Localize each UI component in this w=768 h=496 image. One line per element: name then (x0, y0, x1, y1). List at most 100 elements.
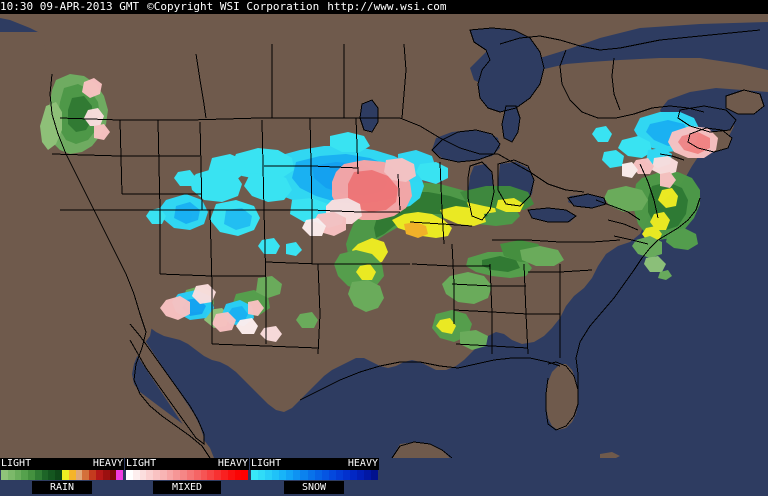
central-mixed-north-lobe (384, 158, 416, 182)
legend-head-rain: LIGHT HEAVY (0, 458, 124, 470)
southwest-mixed-5 (248, 300, 264, 316)
header-spacer-1 (139, 0, 147, 14)
legend-gradient-snow (251, 470, 379, 480)
outline-lake-michigan (467, 161, 495, 221)
legend-snow-heavy-label: HEAVY (347, 458, 378, 469)
border-northeast-1 (595, 199, 641, 221)
border-horizontal-11 (451, 283, 526, 287)
legend-gradient-rain-step-6 (41, 470, 49, 480)
legend-gradient-mixed-step-10 (193, 470, 201, 480)
header-bar: 10:30 09-APR-2013 GMT ©Copyright WSI Cor… (0, 0, 768, 14)
legend-gradient-mixed-step-2 (139, 470, 147, 480)
legend-panel-mixed: LIGHT HEAVY MIXED (125, 458, 249, 496)
legend-head-snow: LIGHT HEAVY (250, 458, 379, 470)
adirondack-snow (618, 136, 652, 158)
outline-baja (129, 323, 205, 445)
legend-rain-light-label: LIGHT (1, 458, 32, 469)
legend-gradient-snow-step-16 (364, 470, 372, 480)
border-vertical-1 (119, 119, 123, 195)
legend-gradient-snow-step-9 (314, 470, 322, 480)
ny-snow-edge (602, 150, 624, 168)
legend-gradient-snow-step-15 (356, 470, 364, 480)
legend-gradient-snow-step-7 (300, 470, 308, 480)
header-copyright: ©Copyright WSI Corporation (147, 0, 320, 13)
newfoundland (726, 90, 764, 114)
border-northeast-3 (613, 235, 649, 245)
wyoming-snow (190, 168, 242, 202)
legend-gradient-mixed-step-3 (146, 470, 154, 480)
header-timestamp: 10:30 09-APR-2013 GMT (0, 0, 140, 13)
legend-gradient-snow-step-4 (279, 470, 287, 480)
central-mixed-white-edge (302, 218, 326, 236)
ny-penn-rain (604, 186, 648, 212)
plains-snow-sw-arm (244, 172, 292, 202)
southwest-mixed-2 (192, 284, 216, 304)
legend-gradient-mixed-step-12 (207, 470, 215, 480)
outline-yucatan (391, 441, 453, 458)
legend-gradient-mixed (126, 470, 249, 480)
legend-gradient-rain-step-12 (82, 470, 90, 480)
delmarva-rain (644, 256, 666, 272)
radar-map[interactable] (0, 14, 768, 458)
lake-winnipeg (360, 100, 378, 132)
political-borders-layer (49, 27, 765, 458)
outline-james-bay (501, 105, 521, 143)
border-horizontal-10 (411, 263, 490, 267)
northeast-mixed-2 (652, 156, 678, 176)
legend-gradient-snow-step-13 (342, 470, 350, 480)
lake-ontario (568, 194, 606, 208)
hudson-bay (470, 28, 544, 112)
legend-gradient-rain-step-10 (68, 470, 76, 480)
map-canvas (0, 14, 768, 458)
legend-label-rain: RAIN (32, 481, 92, 494)
header-spacer-2 (319, 0, 327, 14)
legend-gradient-mixed-step-17 (241, 470, 249, 480)
outline-nova-scotia (687, 127, 733, 153)
border-vertical-3 (199, 121, 203, 211)
yucatan-peninsula (392, 442, 450, 458)
legend-mixed-light-label: LIGHT (126, 458, 157, 469)
outline-canada-north (499, 29, 761, 51)
border-horizontal-5 (211, 343, 319, 349)
border-horizontal-1 (51, 153, 200, 157)
legend-gradient-mixed-step-15 (227, 470, 235, 480)
legend-gradient-mixed-step-11 (200, 470, 208, 480)
border-horizontal-14 (528, 269, 593, 273)
legend-gradient-rain-step-4 (28, 470, 35, 480)
legend-gradient-snow-step-5 (286, 470, 294, 480)
outline-lake-huron (497, 159, 535, 207)
legend-gradient-snow-step-14 (349, 470, 357, 480)
border-vertical-9 (397, 173, 401, 211)
border-vertical-12 (489, 263, 493, 354)
lake-erie (528, 208, 576, 222)
outline-newfoundland (725, 89, 765, 115)
border-horizontal-9 (409, 221, 473, 227)
louisiana-rain-yellow (436, 318, 456, 334)
border-horizontal-4 (159, 273, 266, 277)
legend-gradient-rain-step-1 (7, 470, 15, 480)
legend-gradient-snow-step-8 (307, 470, 315, 480)
border-vertical-8 (355, 117, 359, 175)
border-horizontal-8 (265, 261, 410, 265)
dakota-snow-north-spur (330, 132, 370, 152)
border-vertical-4 (209, 209, 213, 344)
border-manitoba-ontario (401, 43, 407, 119)
legend-gradient-rain-step-9 (62, 470, 69, 480)
legend-bar: LIGHT HEAVY RAIN LIGHT HEAVY MIXED LIGHT… (0, 458, 768, 496)
outline-canada-east (559, 49, 705, 119)
pnw-mixed-3 (94, 124, 110, 140)
outline-lake-erie (527, 207, 577, 223)
legend-gradient-mixed-step-7 (173, 470, 181, 480)
southwest-snow-scatter-1 (258, 238, 280, 254)
legend-gradient-rain (1, 470, 124, 480)
header-url: http://www.wsi.com (327, 0, 447, 13)
legend-snow-light-label: LIGHT (251, 458, 282, 469)
legend-gradient-rain-step-8 (55, 470, 63, 480)
legend-panel-rain: LIGHT HEAVY RAIN (0, 458, 124, 496)
florida-peninsula (546, 364, 578, 430)
coastline-gulf (299, 357, 561, 401)
coastline-pacific (49, 73, 211, 458)
northeast-mixed-4 (622, 162, 638, 178)
legend-gradient-mixed-step-14 (220, 470, 228, 480)
